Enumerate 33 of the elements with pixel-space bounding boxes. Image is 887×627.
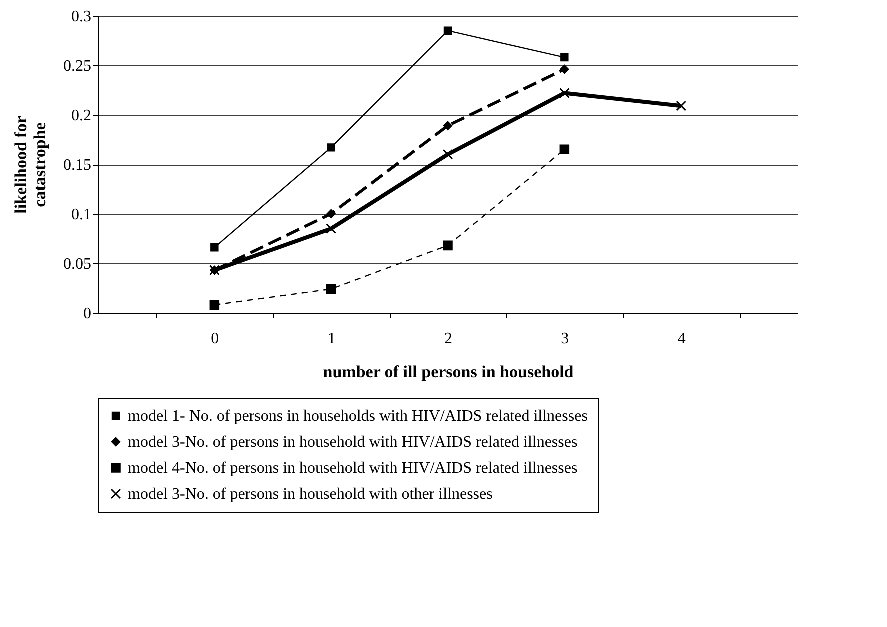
- x-tick-label: 1: [328, 330, 336, 348]
- point: [326, 209, 336, 219]
- point: [443, 240, 453, 251]
- x-tick-label: 4: [678, 330, 686, 348]
- point: [559, 88, 570, 98]
- point: [444, 26, 452, 35]
- x-tick-label: 3: [561, 330, 570, 348]
- point: [210, 300, 220, 310]
- y-tick-label: 0.1: [72, 206, 92, 224]
- legend-label: model 3-No. of persons in household with other illnesses: [128, 486, 493, 503]
- point: [443, 121, 453, 130]
- point: [676, 100, 687, 112]
- y-tick-label: 0.15: [64, 157, 92, 174]
- y-tick-label: 0.2: [72, 108, 92, 124]
- y-tick-label: 0.05: [64, 256, 92, 273]
- point: [560, 64, 570, 74]
- legend-label: model 1- No. of persons in households with HIV/AIDS related illnesses: [128, 408, 588, 425]
- y-axis-title: likelihood for catastrophe: [12, 116, 50, 214]
- x-tick-label: 2: [444, 330, 452, 348]
- y-tick-label: 0.25: [64, 58, 92, 75]
- point: [560, 53, 569, 62]
- x-axis-title: number of ill persons in household: [323, 362, 574, 382]
- legend-label: model 3-No. of persons in household with HIV/AIDS related illnesses: [128, 434, 578, 451]
- point: [210, 244, 219, 252]
- point: [327, 144, 336, 152]
- point: [560, 144, 570, 155]
- point: [326, 284, 336, 294]
- point: [326, 224, 337, 234]
- point: [442, 149, 454, 160]
- x-tick-label: 0: [211, 330, 220, 348]
- legend-label: model 4-No. of persons in household with HIV/AIDS related illnesses: [128, 460, 578, 477]
- y-tick-label: 0.3: [72, 8, 92, 26]
- y-tick-label: 0: [84, 306, 92, 322]
